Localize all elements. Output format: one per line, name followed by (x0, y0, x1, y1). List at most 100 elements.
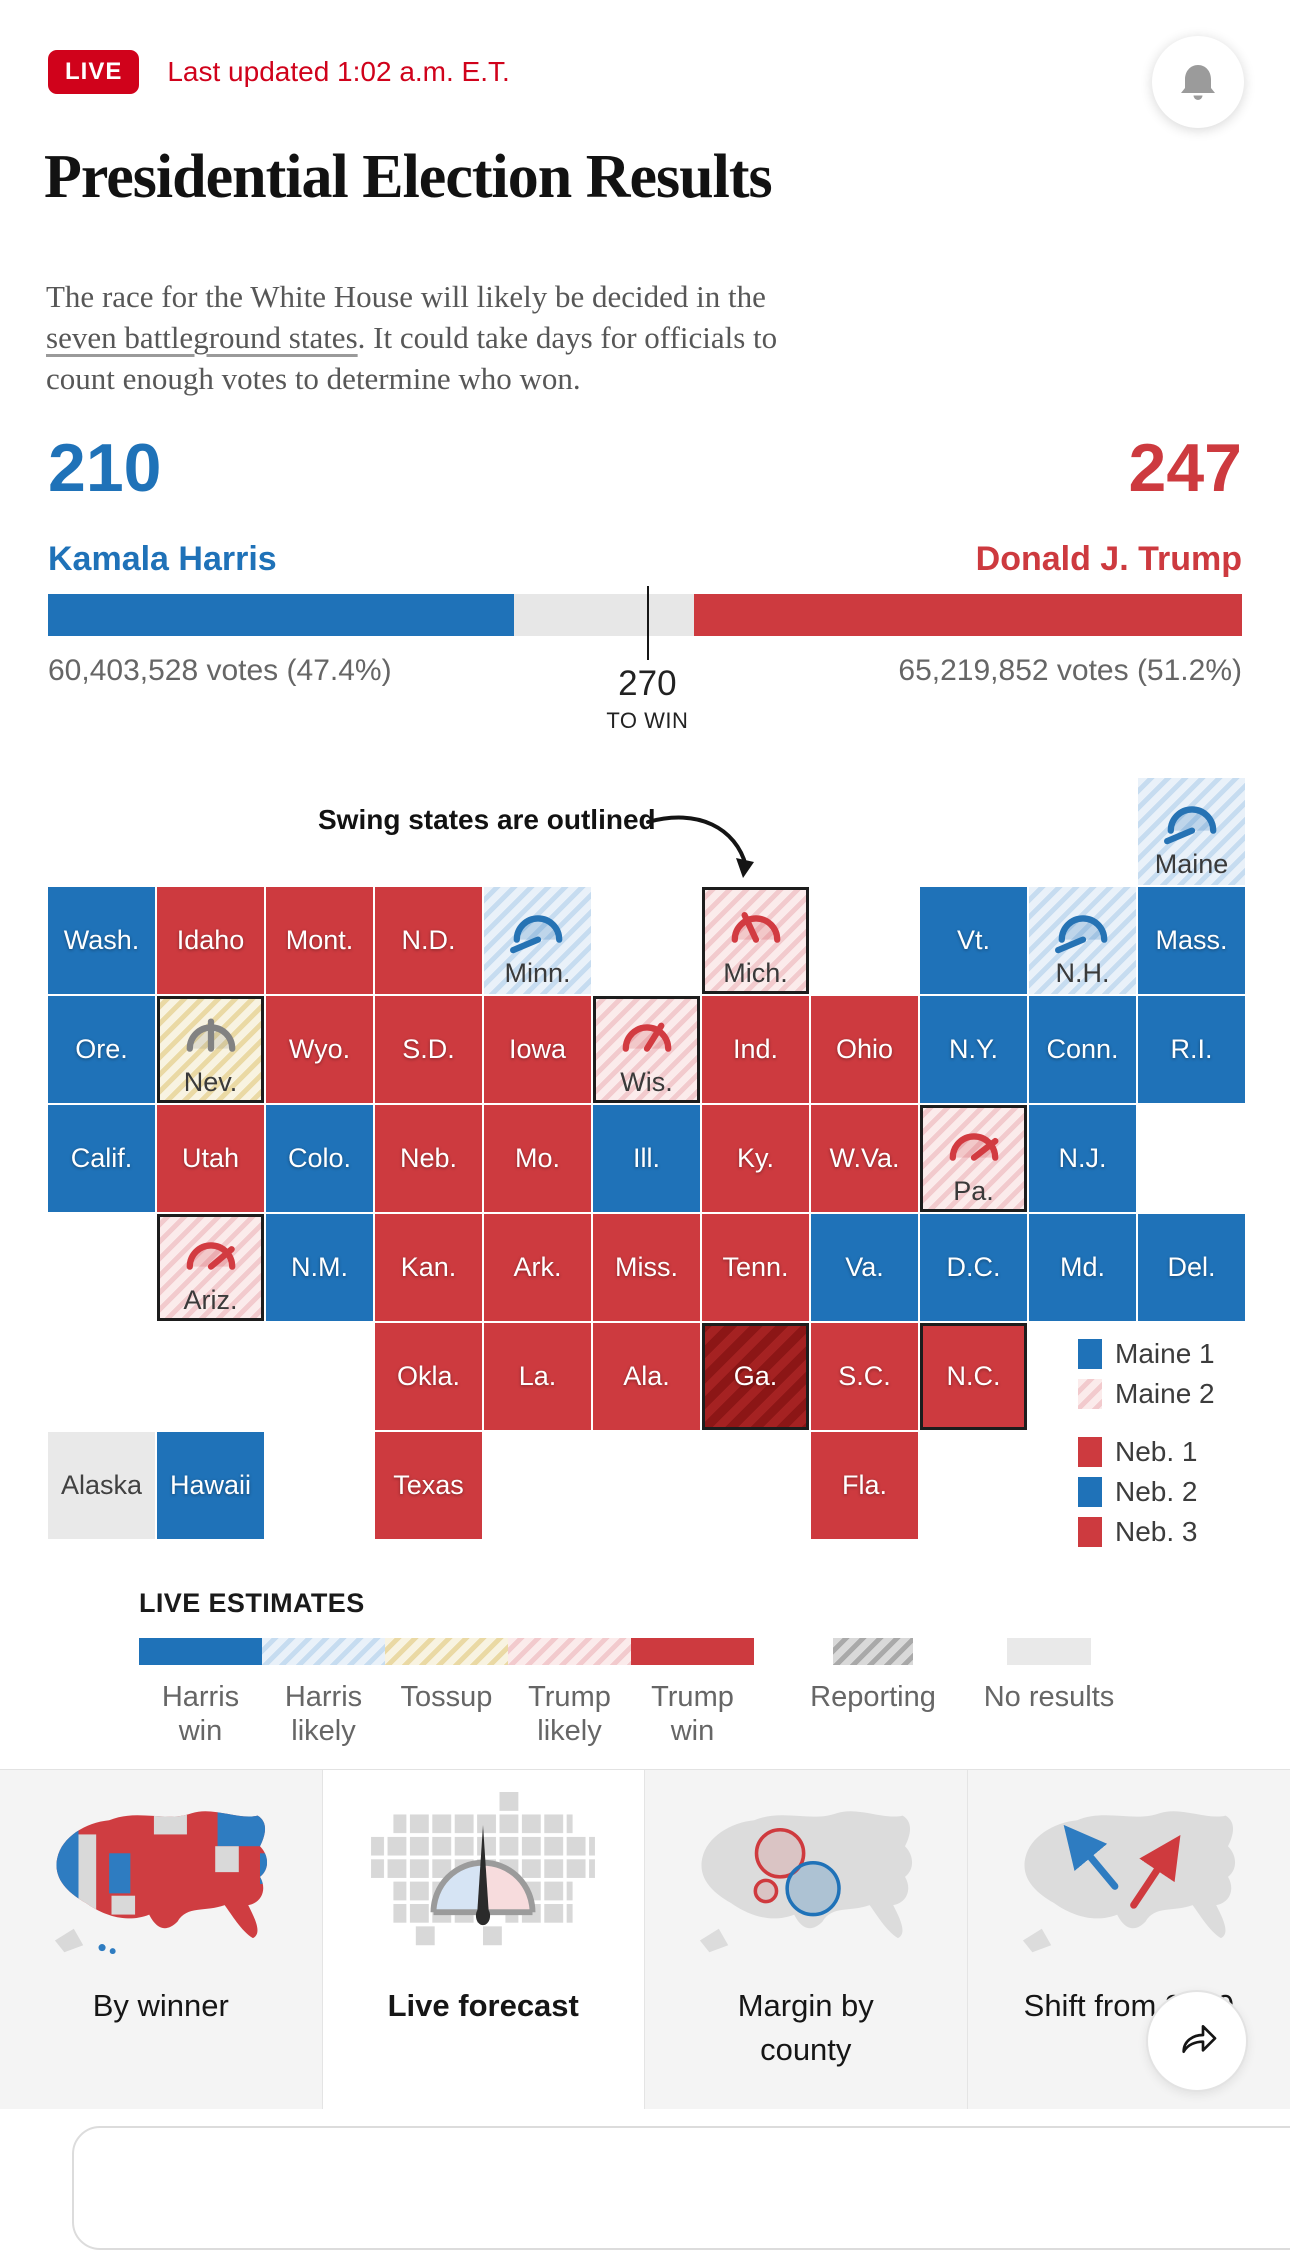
state-tile-dc[interactable]: D.C. (920, 1214, 1027, 1321)
tab-margin-by-county[interactable]: Margin by county (645, 1770, 968, 2109)
state-tile-iowa[interactable]: Iowa (484, 996, 591, 1103)
state-label: Idaho (177, 925, 245, 956)
estimate-swatch-reporting (833, 1638, 913, 1665)
state-tile-colo[interactable]: Colo. (266, 1105, 373, 1212)
state-label: Okla. (397, 1361, 460, 1392)
state-tile-wis[interactable]: Wis. (593, 996, 700, 1103)
state-tile-miss[interactable]: Miss. (593, 1214, 700, 1321)
state-tile-texas[interactable]: Texas (375, 1432, 482, 1539)
by-winner-map-thumbnail (43, 1792, 279, 1957)
state-tile-la[interactable]: La. (484, 1323, 591, 1430)
harris-bar-segment (48, 594, 514, 636)
state-tile-sc[interactable]: S.C. (811, 1323, 918, 1430)
state-tile-ny[interactable]: N.Y. (920, 996, 1027, 1103)
state-tile-wva[interactable]: W.Va. (811, 1105, 918, 1212)
state-tile-nev[interactable]: Nev. (157, 996, 264, 1103)
state-tile-nm[interactable]: N.M. (266, 1214, 373, 1321)
state-tile-nc[interactable]: N.C. (920, 1323, 1027, 1430)
state-label: Calif. (71, 1143, 133, 1174)
legend-label: Neb. 2 (1115, 1476, 1198, 1508)
live-badge: LIVE (48, 50, 139, 94)
state-tile-nd[interactable]: N.D. (375, 887, 482, 994)
next-section-card[interactable] (72, 2126, 1290, 2250)
to-win-number: 270 (618, 664, 676, 704)
share-button[interactable] (1146, 1990, 1248, 2092)
battleground-states-link[interactable]: seven battleground states (46, 320, 358, 355)
state-label: Iowa (509, 1034, 566, 1065)
state-label: N.C. (947, 1361, 1001, 1392)
tab-label: Live forecast (323, 1984, 645, 2028)
page-subtitle: The race for the White House will likely… (46, 277, 1206, 400)
state-label: Texas (393, 1470, 464, 1501)
legend-item: Maine 2 (1078, 1378, 1215, 1410)
state-label: N.J. (1058, 1143, 1106, 1174)
state-tile-ore[interactable]: Ore. (48, 996, 155, 1103)
state-tile-md[interactable]: Md. (1029, 1214, 1136, 1321)
state-tile-mass[interactable]: Mass. (1138, 887, 1245, 994)
state-tile-nj[interactable]: N.J. (1029, 1105, 1136, 1212)
state-label: Pa. (953, 1176, 994, 1207)
state-tile-wyo[interactable]: Wyo. (266, 996, 373, 1103)
state-tile-alaska[interactable]: Alaska (48, 1432, 155, 1539)
state-label: Neb. (400, 1143, 457, 1174)
state-tile-okla[interactable]: Okla. (375, 1323, 482, 1430)
state-tile-wash[interactable]: Wash. (48, 887, 155, 994)
legend-item: Neb. 1 (1078, 1436, 1198, 1468)
state-tile-vt[interactable]: Vt. (920, 887, 1027, 994)
state-tile-va[interactable]: Va. (811, 1214, 918, 1321)
state-tile-mont[interactable]: Mont. (266, 887, 373, 994)
estimate-swatch-trump-win (631, 1638, 754, 1665)
state-tile-idaho[interactable]: Idaho (157, 887, 264, 994)
state-tile-mo[interactable]: Mo. (484, 1105, 591, 1212)
legend-swatch (1078, 1517, 1102, 1547)
notifications-button[interactable] (1152, 36, 1244, 128)
270-to-win-tick (647, 586, 649, 660)
to-win-label: TO WIN (606, 708, 688, 734)
state-label: W.Va. (829, 1143, 899, 1174)
state-tile-ala[interactable]: Ala. (593, 1323, 700, 1430)
state-tile-mich[interactable]: Mich. (702, 887, 809, 994)
state-tile-minn[interactable]: Minn. (484, 887, 591, 994)
last-updated-text: Last updated 1:02 a.m. E.T. (167, 56, 509, 88)
state-label: D.C. (947, 1252, 1001, 1283)
trump-name: Donald J. Trump (976, 540, 1242, 579)
state-tile-tenn[interactable]: Tenn. (702, 1214, 809, 1321)
state-label: Conn. (1046, 1034, 1118, 1065)
state-tile-fla[interactable]: Fla. (811, 1432, 918, 1539)
state-cartogram: Maine Wash. Idaho Mont.N.D.Minn. Mich. Vt.N.H… (48, 778, 1242, 1428)
state-tile-ri[interactable]: R.I. (1138, 996, 1245, 1103)
state-tile-hawaii[interactable]: Hawaii (157, 1432, 264, 1539)
tab-label: By winner (0, 1984, 322, 2028)
estimate-swatch-harris-win (139, 1638, 262, 1665)
state-tile-ark[interactable]: Ark. (484, 1214, 591, 1321)
state-label: S.C. (838, 1361, 891, 1392)
state-tile-neb[interactable]: Neb. (375, 1105, 482, 1212)
legend-swatch (1078, 1477, 1102, 1507)
state-tile-ill[interactable]: Ill. (593, 1105, 700, 1212)
tab-by-winner[interactable]: By winner (0, 1770, 323, 2109)
tab-live-forecast[interactable]: Live forecast (323, 1770, 646, 2109)
state-tile-sd[interactable]: S.D. (375, 996, 482, 1103)
state-tile-utah[interactable]: Utah (157, 1105, 264, 1212)
state-label: Mich. (723, 958, 788, 989)
state-tile-del[interactable]: Del. (1138, 1214, 1245, 1321)
page-title: Presidential Election Results (44, 142, 772, 213)
state-tile-calif[interactable]: Calif. (48, 1105, 155, 1212)
estimate-swatch-tossup (385, 1638, 508, 1665)
state-tile-ky[interactable]: Ky. (702, 1105, 809, 1212)
state-tile-ga[interactable]: Ga. (702, 1323, 809, 1430)
state-tile-kan[interactable]: Kan. (375, 1214, 482, 1321)
state-tile-conn[interactable]: Conn. (1029, 996, 1136, 1103)
bell-icon (1174, 58, 1222, 106)
state-tile-ariz[interactable]: Ariz. (157, 1214, 264, 1321)
state-tile-nh[interactable]: N.H. (1029, 887, 1136, 994)
state-tile-maine[interactable]: Maine (1138, 778, 1245, 885)
state-tile-ind[interactable]: Ind. (702, 996, 809, 1103)
state-tile-pa[interactable]: Pa. (920, 1105, 1027, 1212)
state-label: Ind. (733, 1034, 778, 1065)
estimate-label: Trump win (651, 1680, 734, 1748)
state-tile-ohio[interactable]: Ohio (811, 996, 918, 1103)
state-label: S.D. (402, 1034, 455, 1065)
